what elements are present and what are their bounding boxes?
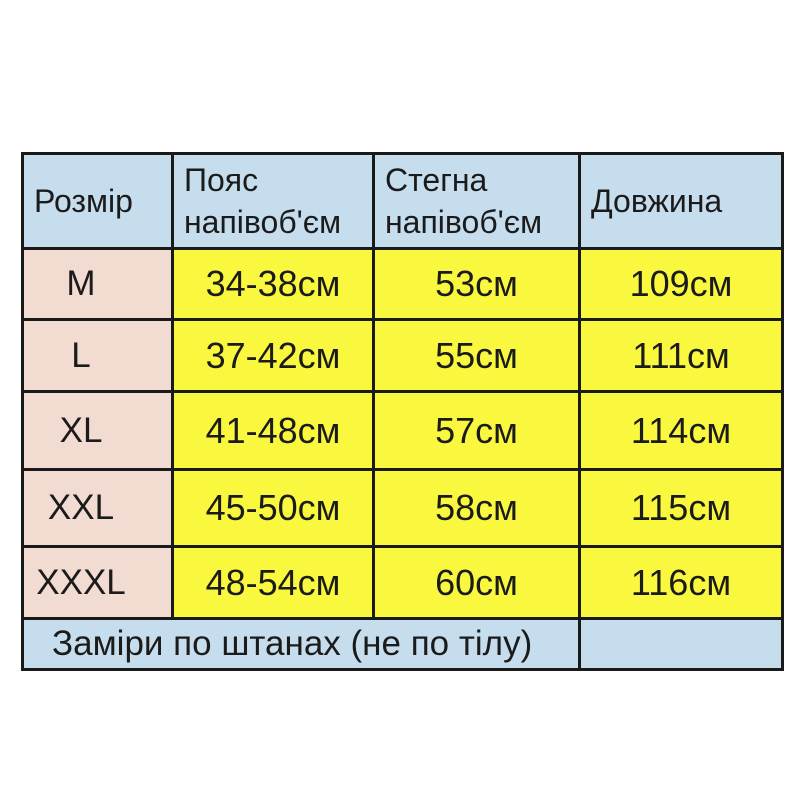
column-header-length: Довжина <box>578 152 784 250</box>
column-header-size-label: Розмір <box>34 183 133 219</box>
length-cell: 111см <box>578 318 784 393</box>
column-header-hips-line2: напівоб'єм <box>385 204 543 240</box>
column-header-waist: Пояс напівоб'єм <box>171 152 375 250</box>
footer-note: Заміри по штанах (не по тілу) <box>21 617 581 671</box>
column-header-waist-line2: напівоб'єм <box>184 204 342 240</box>
column-header-hips-line1: Стегна <box>385 162 488 198</box>
waist-cell: 45-50см <box>171 468 375 548</box>
length-cell: 109см <box>578 247 784 321</box>
footer-row: Заміри по штанах (не по тілу) <box>21 617 784 671</box>
table-row-m: M 34-38см 53см 109см <box>21 247 784 321</box>
size-cell: XL <box>21 390 174 471</box>
size-cell: XXL <box>21 468 174 548</box>
length-cell: 114см <box>578 390 784 471</box>
column-header-size: Розмір <box>21 152 174 250</box>
hips-cell: 53см <box>372 247 581 321</box>
table-row-l: L 37-42см 55см 111см <box>21 318 784 393</box>
column-header-hips: Стегна напівоб'єм <box>372 152 581 250</box>
waist-cell: 37-42см <box>171 318 375 393</box>
table-row-xl: XL 41-48см 57см 114см <box>21 390 784 471</box>
hips-cell: 60см <box>372 545 581 620</box>
size-chart-table: Розмір Пояс напівоб'єм Стегна напівоб'єм… <box>21 152 784 671</box>
size-cell: XXXL <box>21 545 174 620</box>
length-cell: 116см <box>578 545 784 620</box>
size-cell: M <box>21 247 174 321</box>
hips-cell: 55см <box>372 318 581 393</box>
column-header-waist-line1: Пояс <box>184 162 259 198</box>
waist-cell: 41-48см <box>171 390 375 471</box>
header-row: Розмір Пояс напівоб'єм Стегна напівоб'єм… <box>21 152 784 250</box>
table-row-xxxl: XXXL 48-54см 60см 116см <box>21 545 784 620</box>
hips-cell: 57см <box>372 390 581 471</box>
footer-empty-cell <box>578 617 784 671</box>
length-cell: 115см <box>578 468 784 548</box>
column-header-length-label: Довжина <box>591 183 723 219</box>
size-cell: L <box>21 318 174 393</box>
table-row-xxl: XXL 45-50см 58см 115см <box>21 468 784 548</box>
waist-cell: 48-54см <box>171 545 375 620</box>
waist-cell: 34-38см <box>171 247 375 321</box>
hips-cell: 58см <box>372 468 581 548</box>
